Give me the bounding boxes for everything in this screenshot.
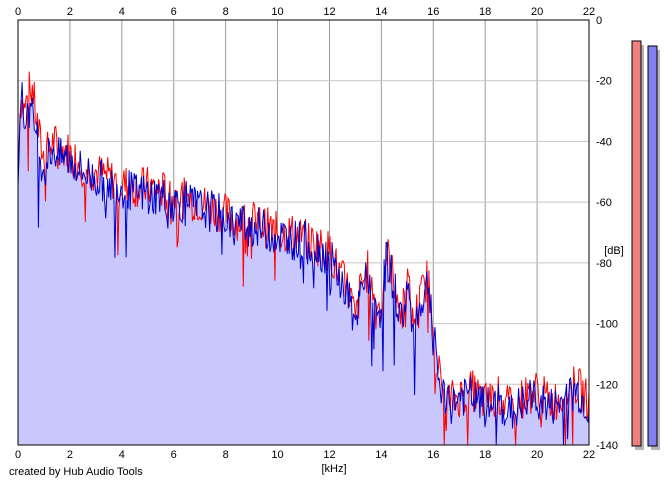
x-tick-label-bottom: 14 (375, 449, 387, 461)
level-meter-bar (631, 40, 642, 447)
x-tick-label-bottom: 12 (323, 449, 335, 461)
x-tick-label-top: 4 (119, 6, 125, 18)
y-tick-label: -80 (596, 258, 612, 270)
x-tick-label-bottom: 22 (583, 449, 595, 461)
x-tick-label-bottom: 20 (531, 449, 543, 461)
x-tick-label-bottom: 6 (171, 449, 177, 461)
x-tick-label-top: 18 (479, 6, 491, 18)
x-tick-label-bottom: 8 (223, 449, 229, 461)
x-tick-label-top: 6 (171, 6, 177, 18)
level-meter-bar (647, 45, 658, 447)
x-tick-label-bottom: 2 (67, 449, 73, 461)
x-tick-label-top: 20 (531, 6, 543, 18)
y-axis-label: [dB] (604, 245, 624, 257)
level-meters (631, 40, 660, 450)
x-tick-label-top: 16 (427, 6, 439, 18)
x-tick-label-bottom: 4 (119, 449, 125, 461)
credit-text: created by Hub Audio Tools (9, 466, 143, 478)
y-tick-label: -20 (596, 76, 612, 88)
x-tick-label-bottom: 16 (427, 449, 439, 461)
x-axis-label: [kHz] (321, 463, 346, 475)
y-tick-label: -120 (596, 379, 618, 391)
spectrum-area (18, 82, 589, 445)
y-tick-label: -60 (596, 197, 612, 209)
plot-frame (17, 19, 590, 446)
y-tick-label: 0 (596, 15, 602, 27)
x-tick-label-top: 8 (223, 6, 229, 18)
x-tick-label-top: 0 (15, 6, 21, 18)
series-line-1 (17, 71, 590, 446)
spectrum-fill (18, 82, 589, 445)
x-tick-label-bottom: 10 (271, 449, 283, 461)
x-tick-label-top: 12 (323, 6, 335, 18)
x-tick-label-bottom: 18 (479, 449, 491, 461)
x-tick-label-top: 2 (67, 6, 73, 18)
x-tick-label-top: 10 (271, 6, 283, 18)
y-tick-labels: 0 -20 -40 -60 -80 -100 -120 -140 (596, 15, 618, 452)
x-tick-label-bottom: 0 (15, 449, 21, 461)
y-tick-label: -40 (596, 136, 612, 148)
series-line-2 (17, 82, 590, 446)
y-tick-label: -100 (596, 319, 618, 331)
y-tick-label: -140 (596, 440, 618, 452)
series-lines (17, 71, 590, 446)
x-tick-label-top: 22 (583, 6, 595, 18)
x-tick-label-top: 14 (375, 6, 387, 18)
